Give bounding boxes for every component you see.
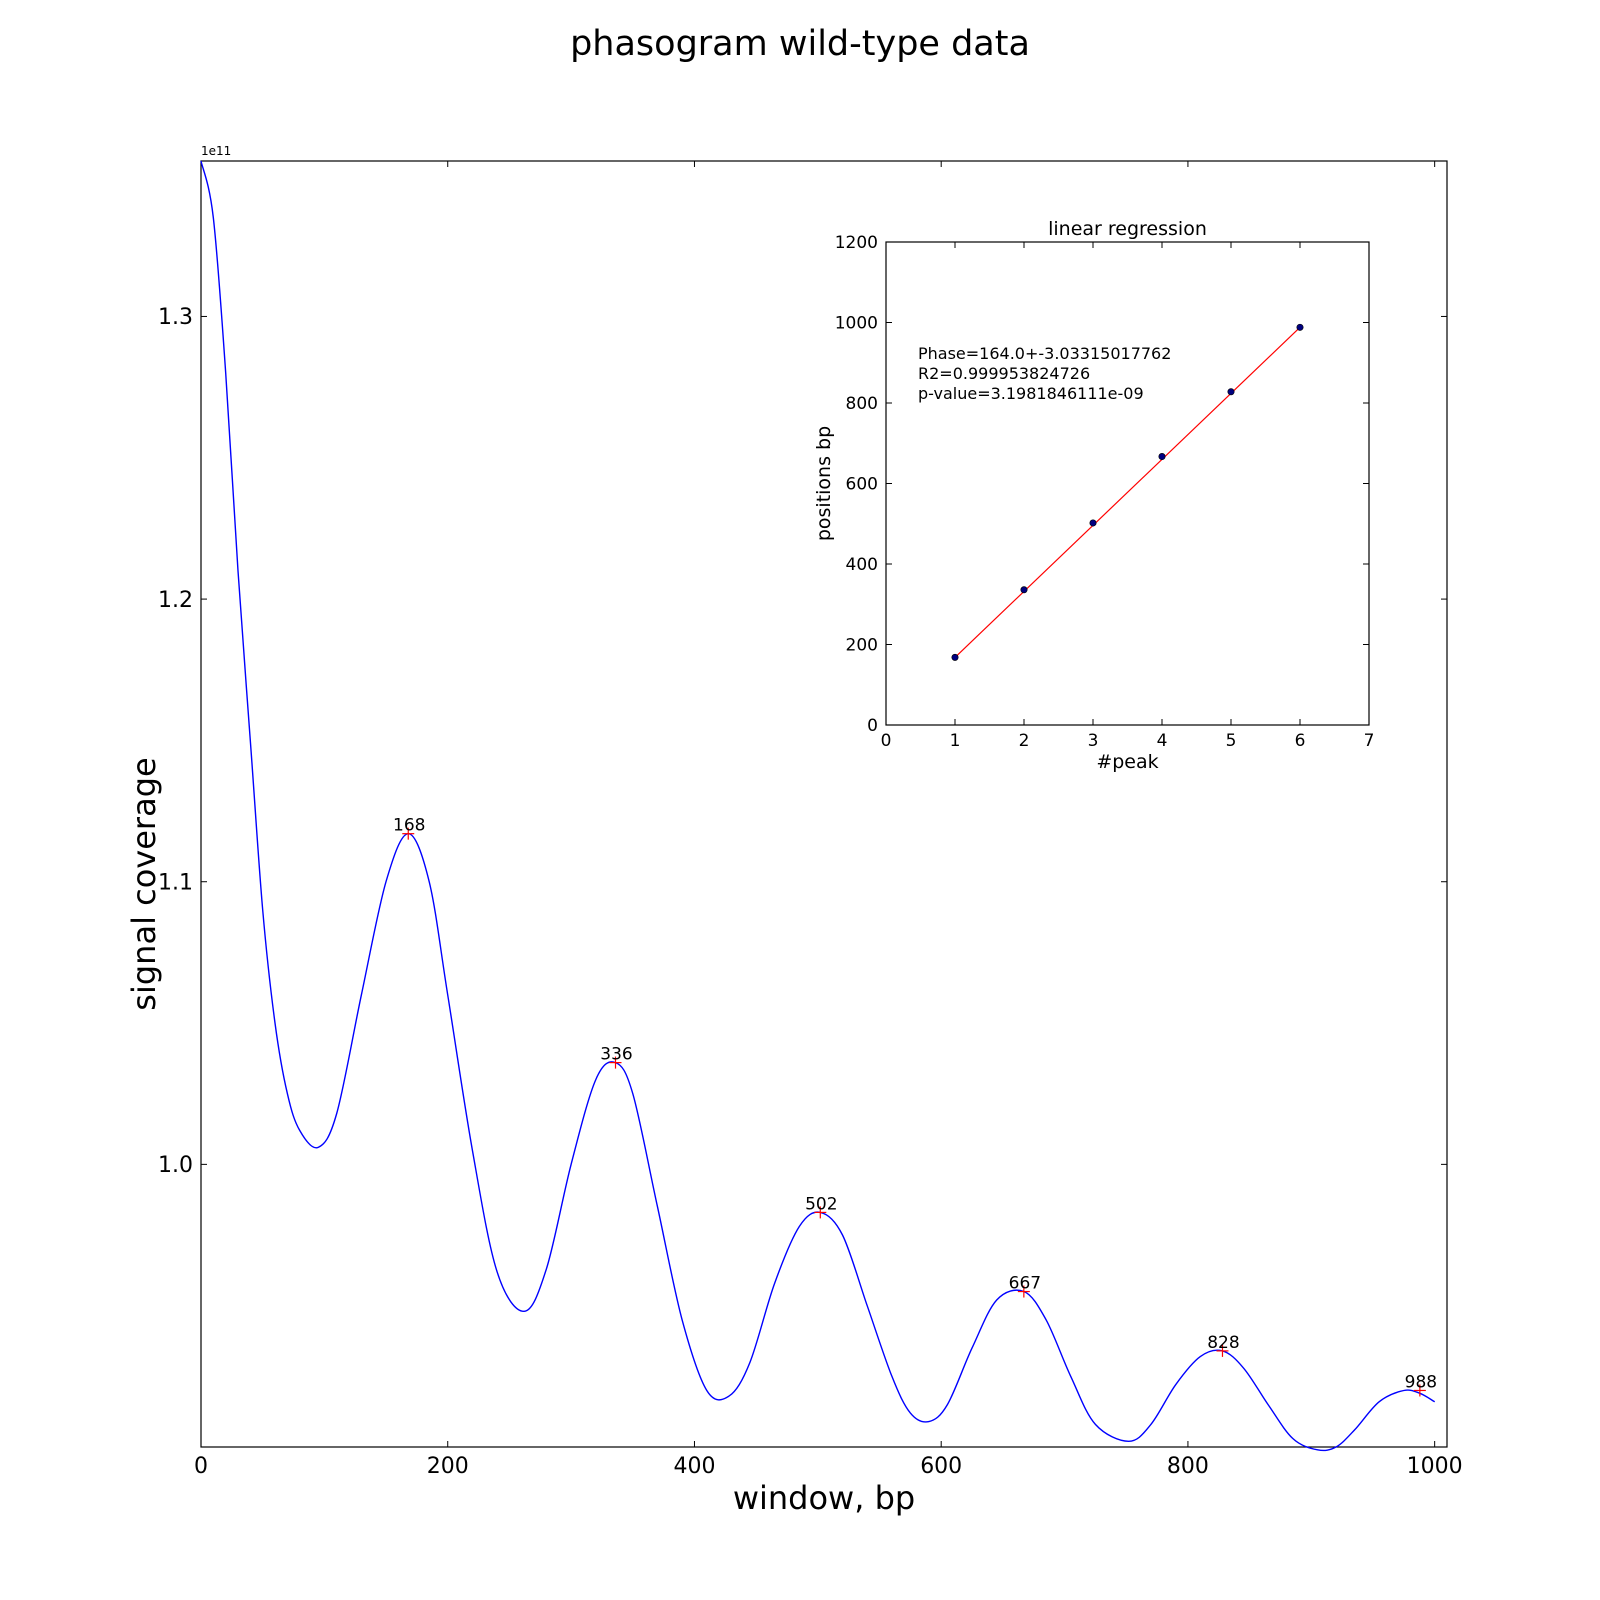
regression-point	[1296, 323, 1304, 331]
x-axis-label: window, bp	[733, 1479, 915, 1517]
regression-annotation: Phase=164.0+-3.03315017762	[918, 344, 1171, 363]
inset-x-tick-label: 3	[1088, 731, 1099, 751]
inset-regression-plot: 0 1 2 3 4 5 6 7 0 200 400 600 800 1000 1200 linear regr…	[813, 218, 1374, 773]
inset-y-tick-label: 600	[846, 474, 878, 494]
regression-annotation: R2=0.999953824726	[918, 364, 1090, 383]
peak-label: 502	[805, 1194, 837, 1214]
main-x-tick-label: 1000	[1407, 1454, 1463, 1479]
main-y-tick-label: 1.3	[158, 305, 193, 330]
inset-y-tick-label: 1200	[835, 233, 878, 253]
peak-label: 988	[1405, 1372, 1437, 1392]
inset-y-tick-label: 1000	[835, 313, 878, 333]
chart-title: phasogram wild-type data	[570, 24, 1030, 64]
inset-x-tick-label: 2	[1019, 731, 1030, 751]
regression-point	[951, 653, 959, 661]
inset-y-tick-label: 400	[846, 555, 878, 575]
main-x-tick-label: 600	[920, 1454, 962, 1479]
inset-x-tick-label: 6	[1295, 731, 1306, 751]
main-y-tick-label: 1.0	[158, 1153, 193, 1178]
main-plot-area: 0 200 400 600 800 10001.01.11.21.316833650266…	[125, 144, 1463, 1517]
main-x-tick-label: 800	[1167, 1454, 1209, 1479]
peak-label: 828	[1207, 1333, 1239, 1353]
peak-label: 667	[1009, 1274, 1041, 1294]
inset-x-tick-label: 0	[881, 731, 892, 751]
inset-title: linear regression	[1048, 218, 1207, 240]
regression-point	[1020, 586, 1028, 594]
main-x-tick-label: 400	[673, 1454, 715, 1479]
inset-y-tick-label: 800	[846, 394, 878, 414]
inset-y-tick-label: 0	[867, 716, 878, 736]
main-x-tick-label: 0	[194, 1454, 208, 1479]
inset-y-axis-label: positions bp	[813, 426, 835, 541]
inset-y-tick-label: 200	[846, 635, 878, 655]
signal-coverage-line	[200, 160, 1436, 1452]
regression-fit-line	[954, 326, 1301, 658]
inset-x-tick-label: 4	[1157, 731, 1168, 751]
main-y-tick-label: 1.1	[158, 870, 193, 895]
main-x-tick-label: 200	[427, 1454, 469, 1479]
y-axis-label: signal coverage	[125, 757, 163, 1010]
inset-x-tick-label: 7	[1364, 731, 1375, 751]
inset-x-tick-label: 5	[1226, 731, 1237, 751]
y-offset-label: 1e11	[201, 144, 231, 158]
inset-x-tick-label: 1	[950, 731, 961, 751]
inset-background	[886, 242, 1369, 725]
inset-x-axis-label: #peak	[1096, 751, 1158, 773]
regression-point	[1158, 453, 1166, 461]
peak-label: 168	[393, 816, 425, 836]
regression-annotation: p-value=3.1981846111e-09	[918, 384, 1144, 403]
regression-point	[1227, 388, 1235, 396]
main-plot-frame	[200, 160, 1448, 1448]
regression-point	[1089, 519, 1097, 527]
peak-label: 336	[600, 1045, 632, 1065]
main-y-tick-label: 1.2	[158, 588, 193, 613]
